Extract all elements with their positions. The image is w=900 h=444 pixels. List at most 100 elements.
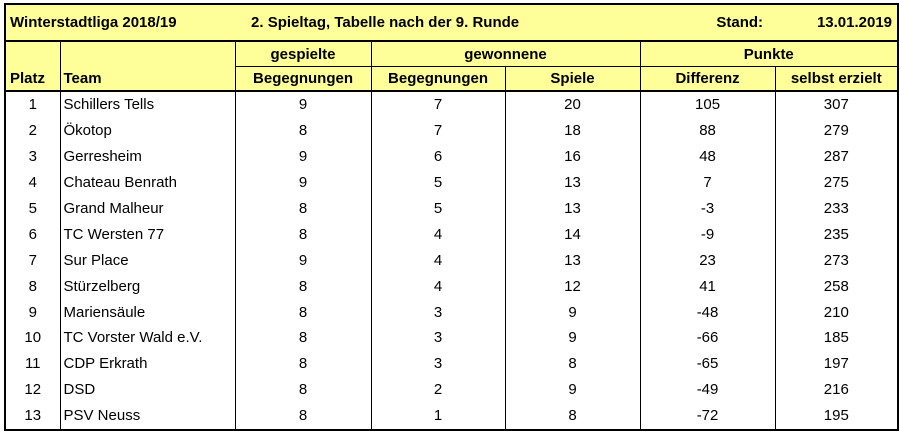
header-spiele: Spiele: [504, 66, 641, 92]
diff-cell: -49: [639, 376, 776, 403]
diff-cell: -3: [639, 195, 776, 222]
played-cell: 9: [234, 247, 372, 274]
diff-cell: 23: [639, 247, 776, 274]
scored-cell: 307: [774, 91, 900, 118]
platz-cell: 7: [4, 247, 60, 274]
platz-cell: 11: [4, 350, 60, 377]
team-cell: CDP Erkrath: [59, 350, 236, 377]
diff-cell: -66: [639, 325, 776, 351]
platz-cell: 1: [4, 91, 60, 118]
played-cell: 8: [234, 325, 372, 351]
won-matches-cell: 4: [370, 273, 506, 300]
diff-cell: -48: [639, 299, 776, 326]
table-row: 8 Stürzelberg 8 4 12 41 258: [4, 273, 900, 300]
platz-cell: 9: [4, 299, 60, 326]
header-team: Team: [59, 66, 236, 92]
scored-cell: 233: [774, 195, 900, 222]
header-row-columns: Platz Team Begegnungen Begegnungen Spiel…: [4, 66, 900, 92]
played-cell: 8: [234, 273, 372, 300]
platz-cell: 6: [4, 221, 60, 248]
scored-cell: 185: [774, 325, 900, 351]
played-cell: 8: [234, 221, 372, 248]
played-cell: 8: [234, 376, 372, 403]
table-row: 7 Sur Place 9 4 13 23 273: [4, 247, 900, 274]
stand-date: 13.01.2019: [775, 3, 900, 42]
diff-cell: -72: [639, 402, 776, 431]
played-cell: 8: [234, 117, 372, 144]
won-matches-cell: 2: [370, 376, 506, 403]
platz-cell: 5: [4, 195, 60, 222]
won-matches-cell: 3: [370, 299, 506, 326]
scored-cell: 279: [774, 117, 900, 144]
header-differenz: Differenz: [639, 66, 776, 92]
won-games-cell: 14: [504, 221, 641, 248]
team-cell: Grand Malheur: [59, 195, 236, 222]
won-games-cell: 18: [504, 117, 641, 144]
team-cell: TC Vorster Wald e.V.: [59, 325, 236, 351]
table-row: 4 Chateau Benrath 9 5 13 7 275: [4, 169, 900, 196]
header-selbst-erzielt: selbst erzielt: [774, 66, 900, 92]
header-gewonnene: gewonnene: [370, 41, 641, 67]
won-matches-cell: 1: [370, 402, 506, 431]
team-cell: Mariensäule: [59, 299, 236, 326]
platz-cell: 3: [4, 143, 60, 170]
table-row: 12 DSD 8 2 9 -49 216: [4, 376, 900, 403]
header-begegnungen-played: Begegnungen: [234, 66, 372, 92]
won-matches-cell: 4: [370, 247, 506, 274]
diff-cell: -65: [639, 350, 776, 377]
header-begegnungen-won: Begegnungen: [370, 66, 506, 92]
table-row: 10 TC Vorster Wald e.V. 8 3 9 -66 185: [4, 325, 900, 351]
diff-cell: 105: [639, 91, 776, 118]
played-cell: 8: [234, 350, 372, 377]
table-row: 13 PSV Neuss 8 1 8 -72 195: [4, 402, 900, 431]
platz-cell: 8: [4, 273, 60, 300]
played-cell: 9: [234, 143, 372, 170]
team-cell: Chateau Benrath: [59, 169, 236, 196]
scored-cell: 258: [774, 273, 900, 300]
standings-table: Winterstadtliga 2018/19 2. Spieltag, Tab…: [3, 3, 900, 431]
table-row: 1 Schillers Tells 9 7 20 105 307: [4, 91, 900, 118]
diff-cell: 41: [639, 273, 776, 300]
won-matches-cell: 3: [370, 350, 506, 377]
won-games-cell: 13: [504, 247, 641, 274]
stand-label: Stand:: [640, 3, 776, 42]
matchday-title: 2. Spieltag, Tabelle nach der 9. Runde: [235, 3, 641, 42]
won-matches-cell: 6: [370, 143, 506, 170]
team-cell: Stürzelberg: [59, 273, 236, 300]
played-cell: 8: [234, 402, 372, 431]
scored-cell: 197: [774, 350, 900, 377]
header-punkte: Punkte: [639, 41, 900, 67]
won-matches-cell: 5: [370, 169, 506, 196]
won-games-cell: 16: [504, 143, 641, 170]
scored-cell: 273: [774, 247, 900, 274]
won-games-cell: 20: [504, 91, 641, 118]
won-games-cell: 8: [504, 402, 641, 431]
won-matches-cell: 4: [370, 221, 506, 248]
team-cell: Sur Place: [59, 247, 236, 274]
won-games-cell: 8: [504, 350, 641, 377]
scored-cell: 287: [774, 143, 900, 170]
played-cell: 8: [234, 195, 372, 222]
played-cell: 9: [234, 91, 372, 118]
platz-cell: 2: [4, 117, 60, 144]
diff-cell: 7: [639, 169, 776, 196]
won-games-cell: 9: [504, 299, 641, 326]
won-matches-cell: 7: [370, 91, 506, 118]
platz-cell: 13: [4, 402, 60, 431]
table-row: 11 CDP Erkrath 8 3 8 -65 197: [4, 350, 900, 377]
team-cell: Schillers Tells: [59, 91, 236, 118]
team-cell: Ökotop: [59, 117, 236, 144]
table-row: 3 Gerresheim 9 6 16 48 287: [4, 143, 900, 170]
scored-cell: 210: [774, 299, 900, 326]
diff-cell: -9: [639, 221, 776, 248]
standings-rows: 1 Schillers Tells 9 7 20 105 307 2 Ökotop 8 7 18 88 2…: [4, 91, 900, 431]
team-cell: TC Wersten 77: [59, 221, 236, 248]
title-bar: Winterstadtliga 2018/19 2. Spieltag, Tab…: [3, 3, 900, 42]
table-row: 6 TC Wersten 77 8 4 14 -9 235: [4, 221, 900, 248]
team-cell: PSV Neuss: [59, 402, 236, 431]
league-title: Winterstadtliga 2018/19: [3, 3, 236, 42]
header-row-group: gespielte gewonnene Punkte: [4, 41, 900, 67]
table-row: 2 Ökotop 8 7 18 88 279: [4, 117, 900, 144]
table-row: 5 Grand Malheur 8 5 13 -3 233: [4, 195, 900, 222]
header-platz: Platz: [4, 66, 60, 92]
